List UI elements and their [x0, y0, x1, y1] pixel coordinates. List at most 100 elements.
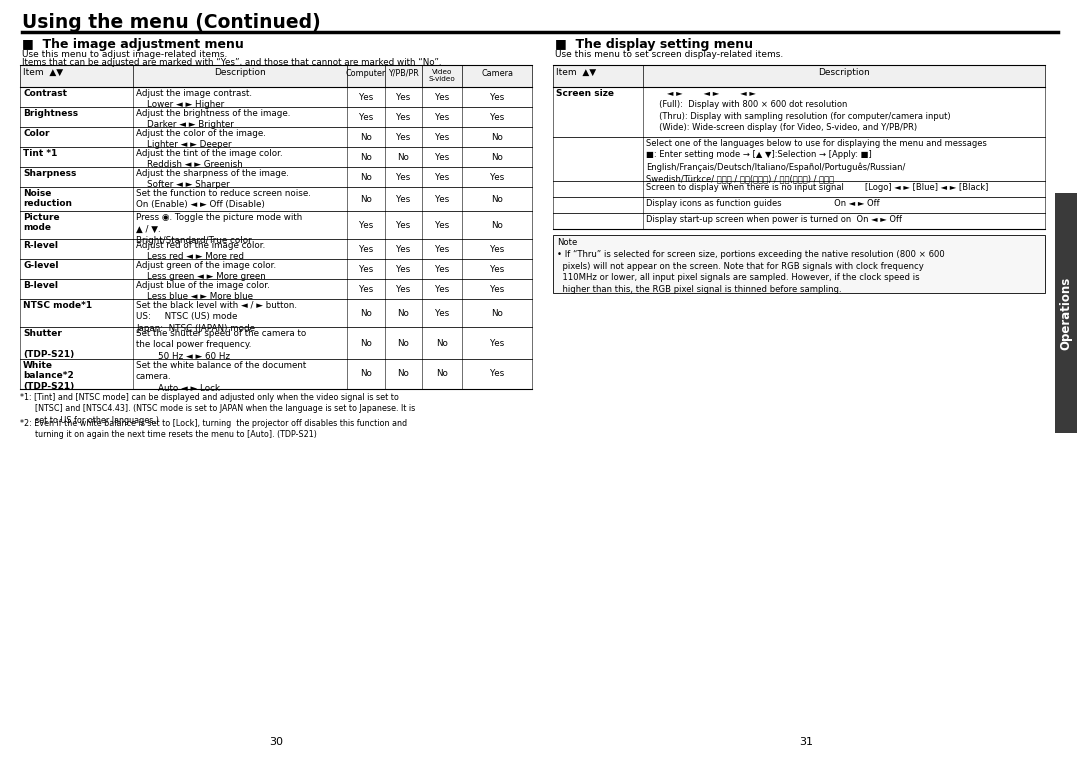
Text: ■  The image adjustment menu: ■ The image adjustment menu	[22, 38, 244, 51]
Text: Yes: Yes	[490, 265, 504, 273]
Text: Adjust the sharpness of the image.
    Softer ◄ ► Sharper: Adjust the sharpness of the image. Softe…	[136, 169, 288, 189]
Text: Video
S-video: Video S-video	[429, 69, 456, 82]
Bar	[553, 65, 1045, 87]
Text: R-level: R-level	[23, 241, 58, 250]
Text: Contrast: Contrast	[23, 89, 67, 98]
Text: Item  ▲▼: Item ▲▼	[23, 68, 63, 77]
Text: Adjust the tint of the image color.
    Reddish ◄ ► Greenish: Adjust the tint of the image color. Redd…	[136, 149, 283, 169]
Text: Yes: Yes	[396, 285, 410, 294]
Text: No: No	[360, 369, 372, 378]
Text: Operations: Operations	[1059, 276, 1072, 349]
Text: Use this menu to adjust image-related items.: Use this menu to adjust image-related it…	[22, 50, 228, 59]
Text: Set the white balance of the document
camera.
        Auto ◄ ► Lock: Set the white balance of the document ca…	[136, 361, 307, 393]
Text: No: No	[491, 308, 503, 317]
Text: No: No	[397, 153, 409, 162]
Text: Yes: Yes	[435, 92, 449, 101]
Text: Color: Color	[23, 129, 50, 138]
Text: Adjust green of the image color.
    Less green ◄ ► More green: Adjust green of the image color. Less gr…	[136, 261, 276, 282]
Text: Yes: Yes	[359, 265, 373, 273]
Text: Yes: Yes	[435, 133, 449, 141]
Text: No: No	[360, 153, 372, 162]
Text: Yes: Yes	[396, 244, 410, 253]
Text: Yes: Yes	[490, 285, 504, 294]
Text: Yes: Yes	[359, 244, 373, 253]
Text: Items that can be adjusted are marked with “Yes”, and those that cannot are mark: Items that can be adjusted are marked wi…	[22, 58, 442, 67]
Text: Adjust the brightness of the image.
    Darker ◄ ► Brighter: Adjust the brightness of the image. Dark…	[136, 109, 291, 130]
Text: No: No	[360, 339, 372, 347]
Text: No: No	[436, 339, 448, 347]
Text: Screen to display when there is no input signal        [Logo] ◄ ► [Blue] ◄ ► [Bl: Screen to display when there is no input…	[646, 183, 988, 192]
Text: Yes: Yes	[435, 112, 449, 121]
Text: *1: [Tint] and [NTSC mode] can be displayed and adjusted only when the video sig: *1: [Tint] and [NTSC mode] can be displa…	[21, 393, 415, 425]
Bar	[1055, 193, 1077, 433]
Text: No: No	[491, 153, 503, 162]
Text: Use this menu to set screen display-related items.: Use this menu to set screen display-rela…	[555, 50, 783, 59]
Text: Press ◉. Toggle the picture mode with
▲ / ▼.
Bright/Standard/True color: Press ◉. Toggle the picture mode with ▲ …	[136, 213, 302, 245]
Text: Sharpness: Sharpness	[23, 169, 77, 178]
Text: Adjust blue of the image color.
    Less blue ◄ ► More blue: Adjust blue of the image color. Less blu…	[136, 281, 270, 301]
Text: Yes: Yes	[359, 285, 373, 294]
Text: Yes: Yes	[435, 308, 449, 317]
Text: Computer: Computer	[346, 69, 387, 78]
Bar	[21, 65, 532, 87]
Text: Tint *1: Tint *1	[23, 149, 57, 158]
Text: No: No	[360, 133, 372, 141]
Text: Adjust red of the image color.
    Less red ◄ ► More red: Adjust red of the image color. Less red …	[136, 241, 266, 262]
Text: Yes: Yes	[396, 92, 410, 101]
Text: Yes: Yes	[490, 369, 504, 378]
Text: Yes: Yes	[435, 244, 449, 253]
Text: Yes: Yes	[490, 92, 504, 101]
Bar	[553, 235, 1045, 293]
Text: Yes: Yes	[435, 285, 449, 294]
Text: Screen size: Screen size	[556, 89, 615, 98]
Text: Y/PB/PR: Y/PB/PR	[388, 69, 419, 78]
Text: Camera: Camera	[481, 69, 513, 78]
Text: No: No	[397, 369, 409, 378]
Text: Yes: Yes	[396, 221, 410, 230]
Text: Set the black level with ◄ / ► button.
US:     NTSC (US) mode
Japan:  NTSC (JAPA: Set the black level with ◄ / ► button. U…	[136, 301, 297, 333]
Text: Adjust the color of the image.
    Lighter ◄ ► Deeper: Adjust the color of the image. Lighter ◄…	[136, 129, 266, 150]
Text: Set the shutter speed of the camera to
the local power frequency.
        50 Hz : Set the shutter speed of the camera to t…	[136, 329, 307, 361]
Text: 31: 31	[799, 737, 813, 747]
Text: Yes: Yes	[490, 172, 504, 182]
Text: Display start-up screen when power is turned on  On ◄ ► Off: Display start-up screen when power is tu…	[646, 215, 902, 224]
Text: G-level: G-level	[23, 261, 58, 270]
Text: White
balance*2
(TDP-S21): White balance*2 (TDP-S21)	[23, 361, 75, 391]
Text: Set the function to reduce screen noise.
On (Enable) ◄ ► Off (Disable): Set the function to reduce screen noise.…	[136, 189, 311, 210]
Text: Note
• If “Thru” is selected for screen size, portions exceeding the native reso: Note • If “Thru” is selected for screen …	[557, 238, 945, 295]
Text: ■  The display setting menu: ■ The display setting menu	[555, 38, 753, 51]
Text: NTSC mode*1: NTSC mode*1	[23, 301, 92, 310]
Text: B-level: B-level	[23, 281, 58, 290]
Text: Description: Description	[214, 68, 266, 77]
Text: Yes: Yes	[435, 221, 449, 230]
Text: No: No	[397, 339, 409, 347]
Text: ◄ ►        ◄ ►        ◄ ►
     (Full):  Display with 800 × 600 dot resolution
  : ◄ ► ◄ ► ◄ ► (Full): Display with 800 × 6…	[646, 89, 950, 132]
Text: No: No	[360, 308, 372, 317]
Text: Yes: Yes	[490, 339, 504, 347]
Text: Yes: Yes	[396, 172, 410, 182]
Text: No: No	[491, 221, 503, 230]
Text: 30: 30	[269, 737, 283, 747]
Text: Yes: Yes	[435, 195, 449, 204]
Text: Shutter

(TDP-S21): Shutter (TDP-S21)	[23, 329, 75, 359]
Text: Description: Description	[819, 68, 869, 77]
Text: Yes: Yes	[396, 195, 410, 204]
Text: Yes: Yes	[359, 112, 373, 121]
Text: Yes: Yes	[359, 221, 373, 230]
Text: Yes: Yes	[359, 92, 373, 101]
Text: Display icons as function guides                    On ◄ ► Off: Display icons as function guides On ◄ ► …	[646, 199, 879, 208]
Text: Yes: Yes	[435, 265, 449, 273]
Text: Item  ▲▼: Item ▲▼	[556, 68, 596, 77]
Text: Yes: Yes	[435, 153, 449, 162]
Text: No: No	[491, 195, 503, 204]
Text: Adjust the image contrast.
    Lower ◄ ► Higher: Adjust the image contrast. Lower ◄ ► Hig…	[136, 89, 252, 109]
Text: Yes: Yes	[435, 172, 449, 182]
Text: Yes: Yes	[396, 133, 410, 141]
Text: No: No	[360, 195, 372, 204]
Text: Noise
reduction: Noise reduction	[23, 189, 72, 208]
Text: No: No	[491, 133, 503, 141]
Text: Select one of the languages below to use for displaying the menu and messages
■:: Select one of the languages below to use…	[646, 139, 987, 183]
Text: Picture
mode: Picture mode	[23, 213, 59, 233]
Text: Yes: Yes	[490, 244, 504, 253]
Text: No: No	[436, 369, 448, 378]
